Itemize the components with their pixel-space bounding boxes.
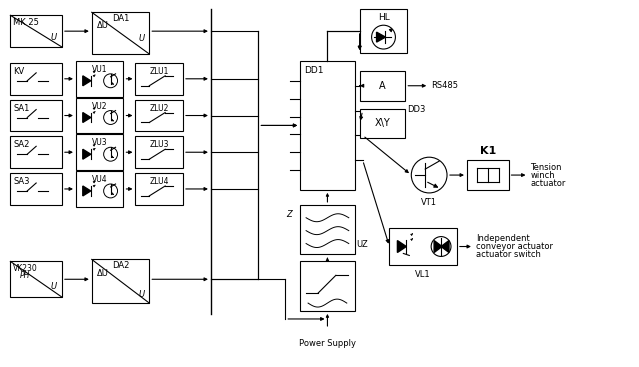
Text: KV: KV [13,67,24,76]
Text: Power Supply: Power Supply [299,339,356,348]
Bar [389,228,457,265]
Text: U: U [138,34,144,43]
Text: conveyor actuator: conveyor actuator [476,242,553,251]
Text: U: U [138,290,144,299]
Text: Independent: Independent [476,234,530,243]
Text: VT1: VT1 [421,198,437,207]
Bar [92,12,150,54]
Bar [360,71,405,101]
Text: HL: HL [378,13,389,22]
Text: U: U [51,282,57,291]
Bar [135,63,183,95]
Polygon shape [83,186,91,196]
Text: DD3: DD3 [407,105,426,114]
Text: VU4: VU4 [92,175,107,184]
Bar [360,109,405,138]
Text: SA1: SA1 [13,103,29,113]
Text: UZ: UZ [357,240,369,248]
Bar [10,137,62,168]
Text: ZLU2: ZLU2 [150,103,169,113]
Bar [76,134,123,170]
Text: Z: Z [286,210,292,219]
Bar [135,137,183,168]
Bar [76,98,123,133]
Text: ZLU4: ZLU4 [150,177,169,186]
Text: actuator: actuator [530,178,566,188]
Text: SA2: SA2 [13,140,29,149]
Text: PH: PH [20,271,31,280]
Text: RS485: RS485 [431,81,458,90]
Polygon shape [441,240,449,252]
Text: ΔU: ΔU [96,21,109,30]
Text: DA2: DA2 [112,261,129,270]
Bar [10,15,62,47]
Text: Tension: Tension [530,163,562,172]
Bar [300,261,355,311]
Text: DA1: DA1 [112,14,129,23]
Polygon shape [83,113,91,123]
Bar [76,171,123,207]
Text: A: A [379,81,386,91]
Text: VK230: VK230 [13,264,38,273]
Bar [76,61,123,97]
Text: SA3: SA3 [13,177,30,186]
Polygon shape [376,32,385,42]
Text: DD1: DD1 [304,66,323,75]
Text: X\Y: X\Y [374,119,390,128]
Bar [300,61,355,190]
Bar [92,259,150,303]
Bar [10,261,62,297]
Text: actuator switch: actuator switch [476,250,541,259]
Polygon shape [83,76,91,86]
Polygon shape [83,149,91,159]
Bar [10,63,62,95]
Text: K1: K1 [480,146,496,156]
Bar [135,99,183,131]
Text: VU1: VU1 [92,65,107,74]
Bar [10,99,62,131]
Text: ZLU1: ZLU1 [150,67,169,76]
Bar [10,173,62,205]
Text: MK 25: MK 25 [13,18,39,27]
Text: U: U [51,33,57,42]
Text: VL1: VL1 [415,270,431,279]
Text: VU2: VU2 [92,102,107,110]
Polygon shape [397,240,406,252]
Text: VU3: VU3 [92,138,107,147]
Text: winch: winch [530,171,555,179]
Bar [300,205,355,254]
Bar [467,160,509,190]
Text: ΔU: ΔU [96,269,109,278]
Text: ZLU3: ZLU3 [150,140,169,149]
Bar [360,9,407,53]
Polygon shape [434,240,442,252]
Bar [135,173,183,205]
